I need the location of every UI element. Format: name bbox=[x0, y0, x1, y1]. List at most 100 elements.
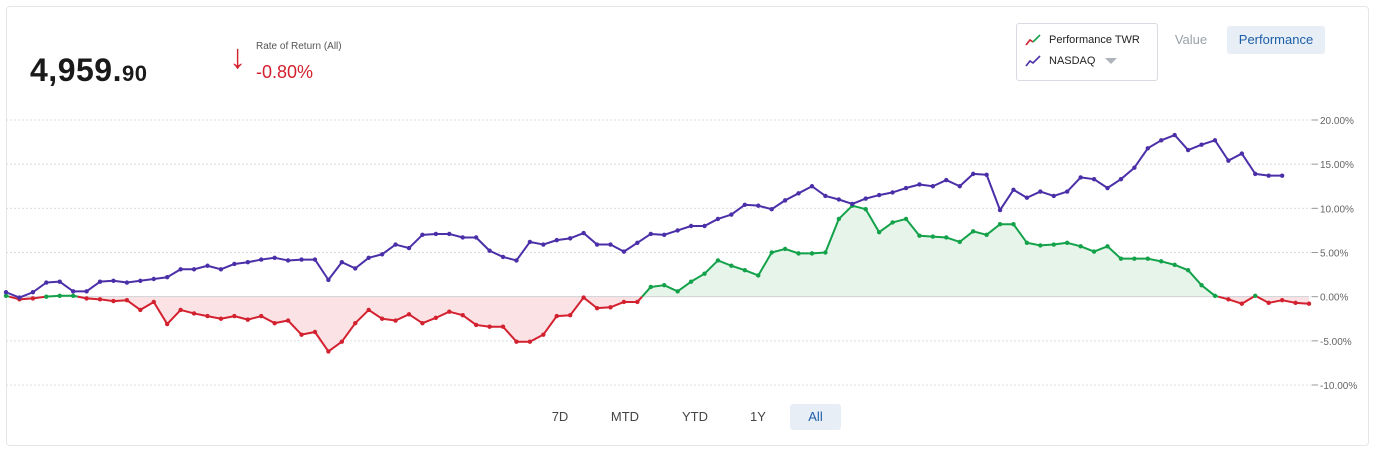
nasdaq-point bbox=[164, 275, 170, 280]
twr-point bbox=[903, 216, 909, 222]
twr-point bbox=[379, 316, 385, 321]
performance-view-button[interactable]: Performance bbox=[1227, 26, 1325, 54]
chart-legend: Performance TWR NASDAQ bbox=[1016, 23, 1158, 81]
legend-item-nasdaq[interactable]: NASDAQ bbox=[1025, 55, 1118, 67]
twr-point bbox=[433, 315, 439, 321]
twr-point bbox=[1266, 300, 1271, 306]
nasdaq-point bbox=[1051, 193, 1056, 199]
nasdaq-point bbox=[944, 177, 949, 183]
twr-point bbox=[420, 320, 425, 326]
y-tick-label: 10.00% bbox=[1320, 204, 1354, 215]
y-tick-label: 15.00% bbox=[1320, 160, 1354, 171]
nasdaq-point bbox=[1212, 138, 1218, 143]
nasdaq-point bbox=[715, 216, 721, 222]
nasdaq-point bbox=[151, 276, 156, 282]
nasdaq-point bbox=[124, 280, 130, 285]
twr-point bbox=[809, 251, 815, 256]
nasdaq-point bbox=[1078, 175, 1083, 180]
y-tick-label: -5.00% bbox=[1320, 337, 1352, 348]
twr-point bbox=[191, 311, 197, 316]
twr-point bbox=[917, 233, 922, 238]
nasdaq-point bbox=[756, 203, 761, 208]
nasdaq-point bbox=[662, 232, 667, 238]
twr-point bbox=[688, 279, 694, 284]
twr-point bbox=[326, 349, 331, 354]
twr-point bbox=[594, 305, 600, 311]
twr-point bbox=[205, 313, 210, 319]
twr-point bbox=[500, 324, 506, 329]
nasdaq-point bbox=[326, 277, 331, 283]
range-button-ytd[interactable]: YTD bbox=[682, 409, 708, 424]
twr-point bbox=[1145, 256, 1151, 261]
range-button-7d[interactable]: 7D bbox=[551, 409, 569, 424]
y-tick-label: 0.00% bbox=[1320, 293, 1348, 304]
chevron-down-icon[interactable] bbox=[1105, 58, 1118, 64]
nasdaq-point bbox=[111, 278, 116, 283]
nasdaq-point bbox=[500, 254, 506, 260]
nasdaq-point bbox=[1279, 173, 1285, 178]
legend-item-performance-twr[interactable]: Performance TWR bbox=[1025, 34, 1140, 46]
nasdaq-point bbox=[621, 249, 627, 254]
nasdaq-point bbox=[44, 280, 49, 285]
nasdaq-point bbox=[809, 184, 815, 189]
nasdaq-point bbox=[836, 197, 842, 202]
twr-point bbox=[366, 307, 371, 313]
nasdaq-point bbox=[191, 267, 197, 272]
twr-point bbox=[769, 250, 774, 255]
twr-point bbox=[138, 307, 143, 313]
nasdaq-point bbox=[688, 223, 694, 229]
twr-point bbox=[782, 246, 788, 252]
nasdaq-point bbox=[379, 252, 385, 257]
twr-point bbox=[460, 313, 465, 318]
portfolio-value: 4,959.90 bbox=[30, 52, 147, 89]
nasdaq-point bbox=[850, 201, 855, 207]
twr-point bbox=[957, 239, 962, 245]
nasdaq-point bbox=[876, 192, 882, 198]
twr-point bbox=[393, 318, 398, 323]
twr-point bbox=[1105, 244, 1110, 249]
nasdaq-point bbox=[232, 261, 237, 267]
nasdaq-point bbox=[339, 260, 345, 265]
twr-point bbox=[30, 296, 36, 301]
nasdaq-point bbox=[863, 196, 868, 201]
twr-point bbox=[1199, 282, 1204, 288]
twr-point bbox=[1118, 256, 1124, 261]
twr-point bbox=[1306, 301, 1312, 306]
trend-line-icon-nasdaq bbox=[1025, 55, 1041, 67]
nasdaq-point bbox=[285, 258, 291, 263]
range-button-1y[interactable]: 1Y bbox=[750, 409, 766, 424]
twr-point bbox=[1038, 243, 1043, 248]
nasdaq-point bbox=[1145, 146, 1151, 151]
nasdaq-point bbox=[245, 260, 250, 265]
nasdaq-point bbox=[769, 207, 774, 212]
twr-series-line bbox=[1218, 295, 1255, 305]
twr-point bbox=[84, 296, 89, 301]
twr-point bbox=[218, 316, 224, 321]
nasdaq-point bbox=[903, 185, 909, 191]
twr-point bbox=[3, 293, 9, 298]
nasdaq-point bbox=[299, 257, 304, 262]
rate-of-return-value: -0.80% bbox=[256, 62, 314, 82]
nasdaq-point bbox=[433, 231, 439, 237]
range-button-all[interactable]: All bbox=[790, 404, 841, 430]
nasdaq-point bbox=[3, 290, 9, 295]
legend-label-nasdaq: NASDAQ bbox=[1049, 55, 1096, 67]
value-view-button[interactable]: Value bbox=[1174, 32, 1208, 47]
twr-point bbox=[111, 298, 116, 304]
nasdaq-point bbox=[70, 289, 76, 294]
nasdaq-point bbox=[648, 231, 653, 237]
twr-series-line bbox=[9, 295, 47, 301]
nasdaq-series-line bbox=[5, 134, 1283, 299]
nasdaq-point bbox=[1172, 132, 1177, 138]
twr-series-line bbox=[77, 295, 643, 353]
nasdaq-point bbox=[1253, 171, 1258, 177]
nasdaq-point bbox=[1038, 189, 1043, 194]
nasdaq-point bbox=[890, 190, 895, 195]
twr-point bbox=[1078, 244, 1083, 249]
twr-point bbox=[339, 339, 345, 344]
nasdaq-point bbox=[997, 207, 1003, 213]
twr-point bbox=[259, 313, 264, 319]
range-button-mtd[interactable]: MTD bbox=[610, 409, 640, 424]
twr-point bbox=[1091, 249, 1097, 254]
twr-series-line bbox=[46, 294, 78, 298]
